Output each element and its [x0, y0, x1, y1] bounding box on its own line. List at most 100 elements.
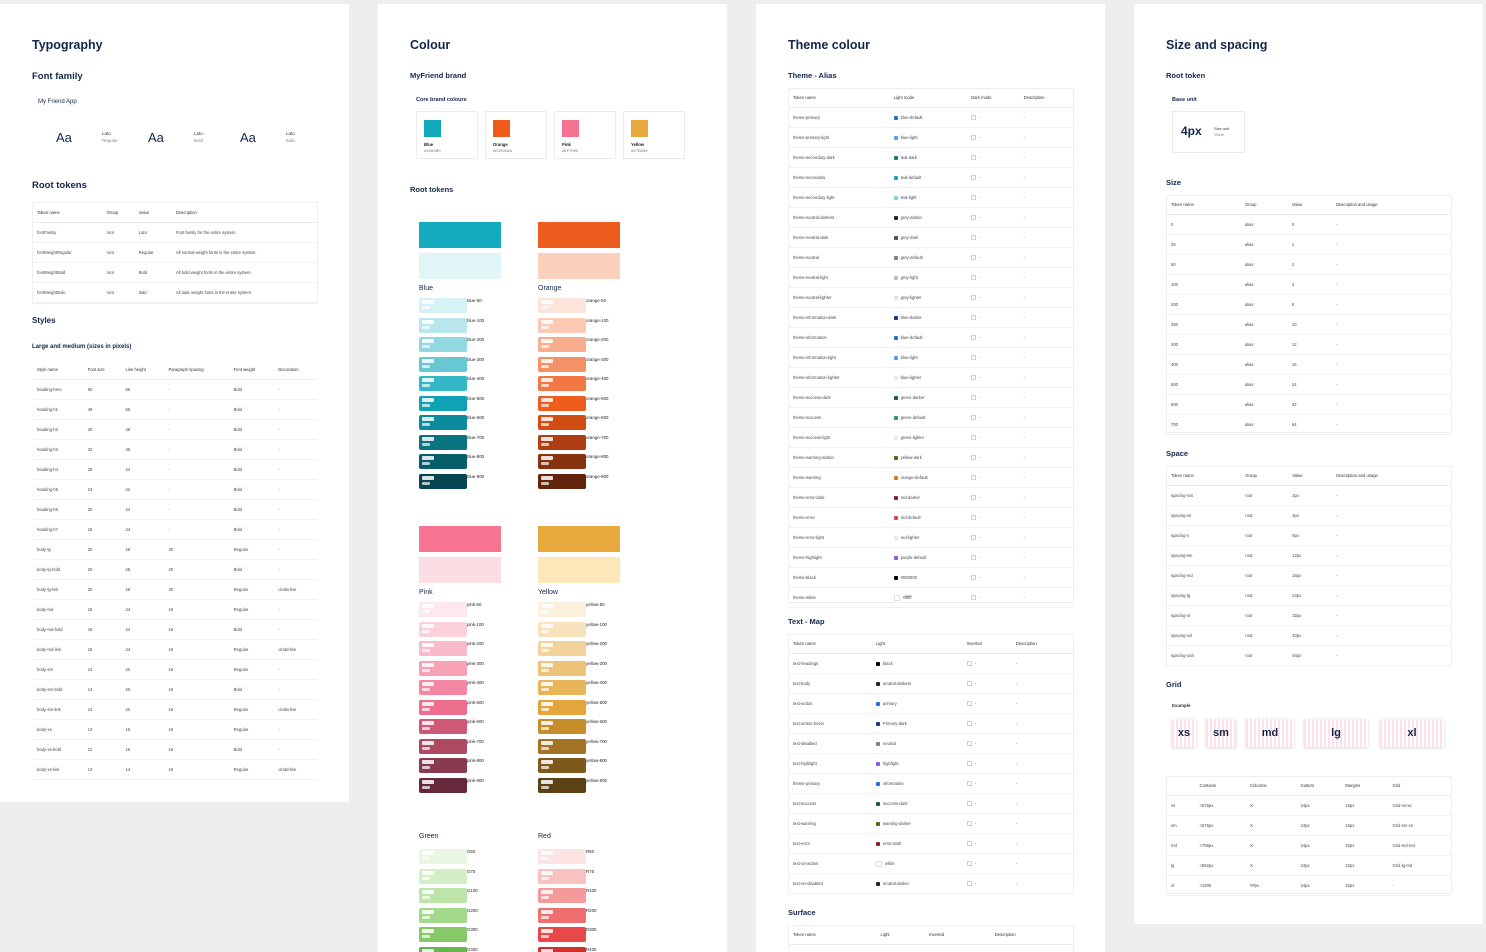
table-cell: root	[1241, 525, 1289, 546]
shade-label: orange-600	[586, 415, 609, 420]
table-row: 250 alias 10-	[1167, 314, 1451, 335]
shade-swatch	[538, 758, 586, 773]
table-cell: -	[274, 619, 317, 640]
empty-dot	[966, 661, 972, 667]
token-desc-cell: -	[1019, 507, 1073, 528]
token-alt: -	[979, 354, 981, 360]
shade-label: orange-300	[586, 356, 609, 362]
token-alt: -	[974, 680, 977, 686]
table-header-row: Token name Light Inverted Description	[789, 925, 1073, 945]
token-value: orange-default	[900, 475, 928, 480]
empty-dot	[971, 255, 977, 261]
shade-chip	[541, 727, 549, 730]
table-row: theme-white #ffffff - -	[789, 587, 1073, 608]
token-dark-cell: -	[967, 567, 1020, 588]
token-desc-cell: -	[1019, 207, 1073, 228]
token-value: highlight	[882, 761, 899, 766]
token-alt: -	[979, 194, 981, 200]
colour-dot	[893, 475, 898, 480]
table-cell: All bold weight fonts in the entire syst…	[171, 262, 317, 283]
table-cell: Regular	[229, 639, 275, 660]
empty-dot	[971, 375, 977, 381]
table-cell: X	[1245, 815, 1297, 836]
colour-dot	[893, 535, 898, 540]
table-row: sm <576px X 24px 16px Grid-sm-xs	[1167, 815, 1451, 836]
table-cell: 0	[1167, 214, 1241, 235]
shade-chip	[541, 721, 553, 725]
token-name-cell: theme-information-light	[789, 347, 890, 368]
table-header-row: Token name Group Value Description	[33, 203, 317, 223]
token-dark-cell: -	[967, 147, 1020, 168]
table-cell: heading-h2	[33, 419, 84, 440]
table-cell: body-md	[33, 599, 84, 620]
empty-dot	[966, 721, 972, 727]
table-row: spacing-xxl root 40px -	[1167, 625, 1451, 646]
shade-chip	[422, 306, 430, 309]
shade-label: pink-600	[467, 719, 484, 724]
token-value-cell: primary	[871, 693, 963, 714]
styles-table: Style name Font size Line height Paragraph …	[33, 360, 317, 780]
shade-swatch	[538, 376, 586, 391]
token-alt: -	[974, 700, 977, 706]
shade-chip	[422, 935, 430, 938]
table-row: 600 alias 32-	[1167, 394, 1451, 415]
table-cell: 20	[121, 699, 165, 720]
base-unit-caption-value: Value	[1214, 132, 1224, 137]
token-value: purple-default	[900, 555, 927, 560]
table-cell: root	[1241, 565, 1289, 586]
colour-dot	[893, 575, 898, 580]
colour-dot	[875, 661, 880, 666]
table-row: spacing-s root 8px -	[1167, 525, 1451, 546]
table-row: fontWeightItalic root Italic All italic wei…	[33, 282, 317, 303]
token-dark-cell: -	[967, 287, 1020, 308]
token-desc-cell: -	[1011, 753, 1073, 774]
shade-chip	[422, 857, 430, 860]
token-name-cell: theme-secondary-dark	[789, 147, 890, 168]
token-value: information	[882, 781, 904, 786]
shade-chip	[541, 456, 553, 460]
shade-label: orange-400	[586, 376, 609, 381]
token-alt: -	[974, 860, 977, 866]
table-cell: 48	[83, 399, 122, 420]
token-desc-cell: -	[1019, 347, 1073, 368]
table-cell: -	[274, 719, 317, 740]
table-row: text-highlight highlight - -	[789, 753, 1073, 774]
token-desc-cell: -	[1019, 247, 1073, 268]
shade-chip	[541, 915, 549, 919]
table-row: body-md-link 16 24 16 Regular Underline	[33, 639, 317, 660]
shade-chip	[541, 701, 553, 706]
table-cell: 20	[83, 579, 122, 600]
empty-dot	[971, 395, 977, 401]
token-dark-cell: -	[967, 507, 1020, 528]
table-cell: 14	[121, 759, 165, 780]
shade-chip	[422, 417, 434, 421]
family-light-swatch	[419, 557, 501, 583]
token-alt: -	[979, 554, 981, 560]
colour-dot	[875, 821, 880, 826]
grid-tile: md	[1246, 719, 1294, 747]
token-name-cell: text-body	[789, 673, 872, 694]
table-row: text-on-disabled neutral-darker - -	[789, 873, 1073, 894]
size-spacing-board: Size and spacing Root token Base unit 4p…	[1134, 4, 1483, 924]
table-cell: Bold	[229, 379, 275, 400]
table-row: fontWeightRegular root Regular All normal w…	[33, 242, 317, 263]
shade-chip	[541, 604, 553, 608]
table-row: 50 alias 2-	[1167, 254, 1451, 275]
font-name: Lato	[194, 131, 203, 136]
table-row: 200 alias 8-	[1167, 294, 1451, 315]
shade-label: yellow-400	[586, 680, 607, 685]
token-value: #ffffff	[902, 594, 912, 600]
shade-chip	[422, 649, 430, 652]
table-cell: Font family for the entire system.	[171, 222, 317, 243]
empty-dot	[971, 575, 977, 581]
token-value: success-dark	[882, 801, 908, 806]
colour-name: Yellow	[631, 142, 645, 147]
token-dark-cell: -	[967, 587, 1020, 608]
table-cell: 4	[1287, 274, 1332, 295]
shade-chip	[541, 851, 553, 855]
token-value-cell: white	[871, 853, 963, 874]
token-alt: -	[974, 800, 977, 806]
table-cell: 8	[1287, 294, 1332, 315]
empty-dot	[971, 515, 977, 521]
table-row: text-error error-dark - -	[789, 833, 1073, 854]
